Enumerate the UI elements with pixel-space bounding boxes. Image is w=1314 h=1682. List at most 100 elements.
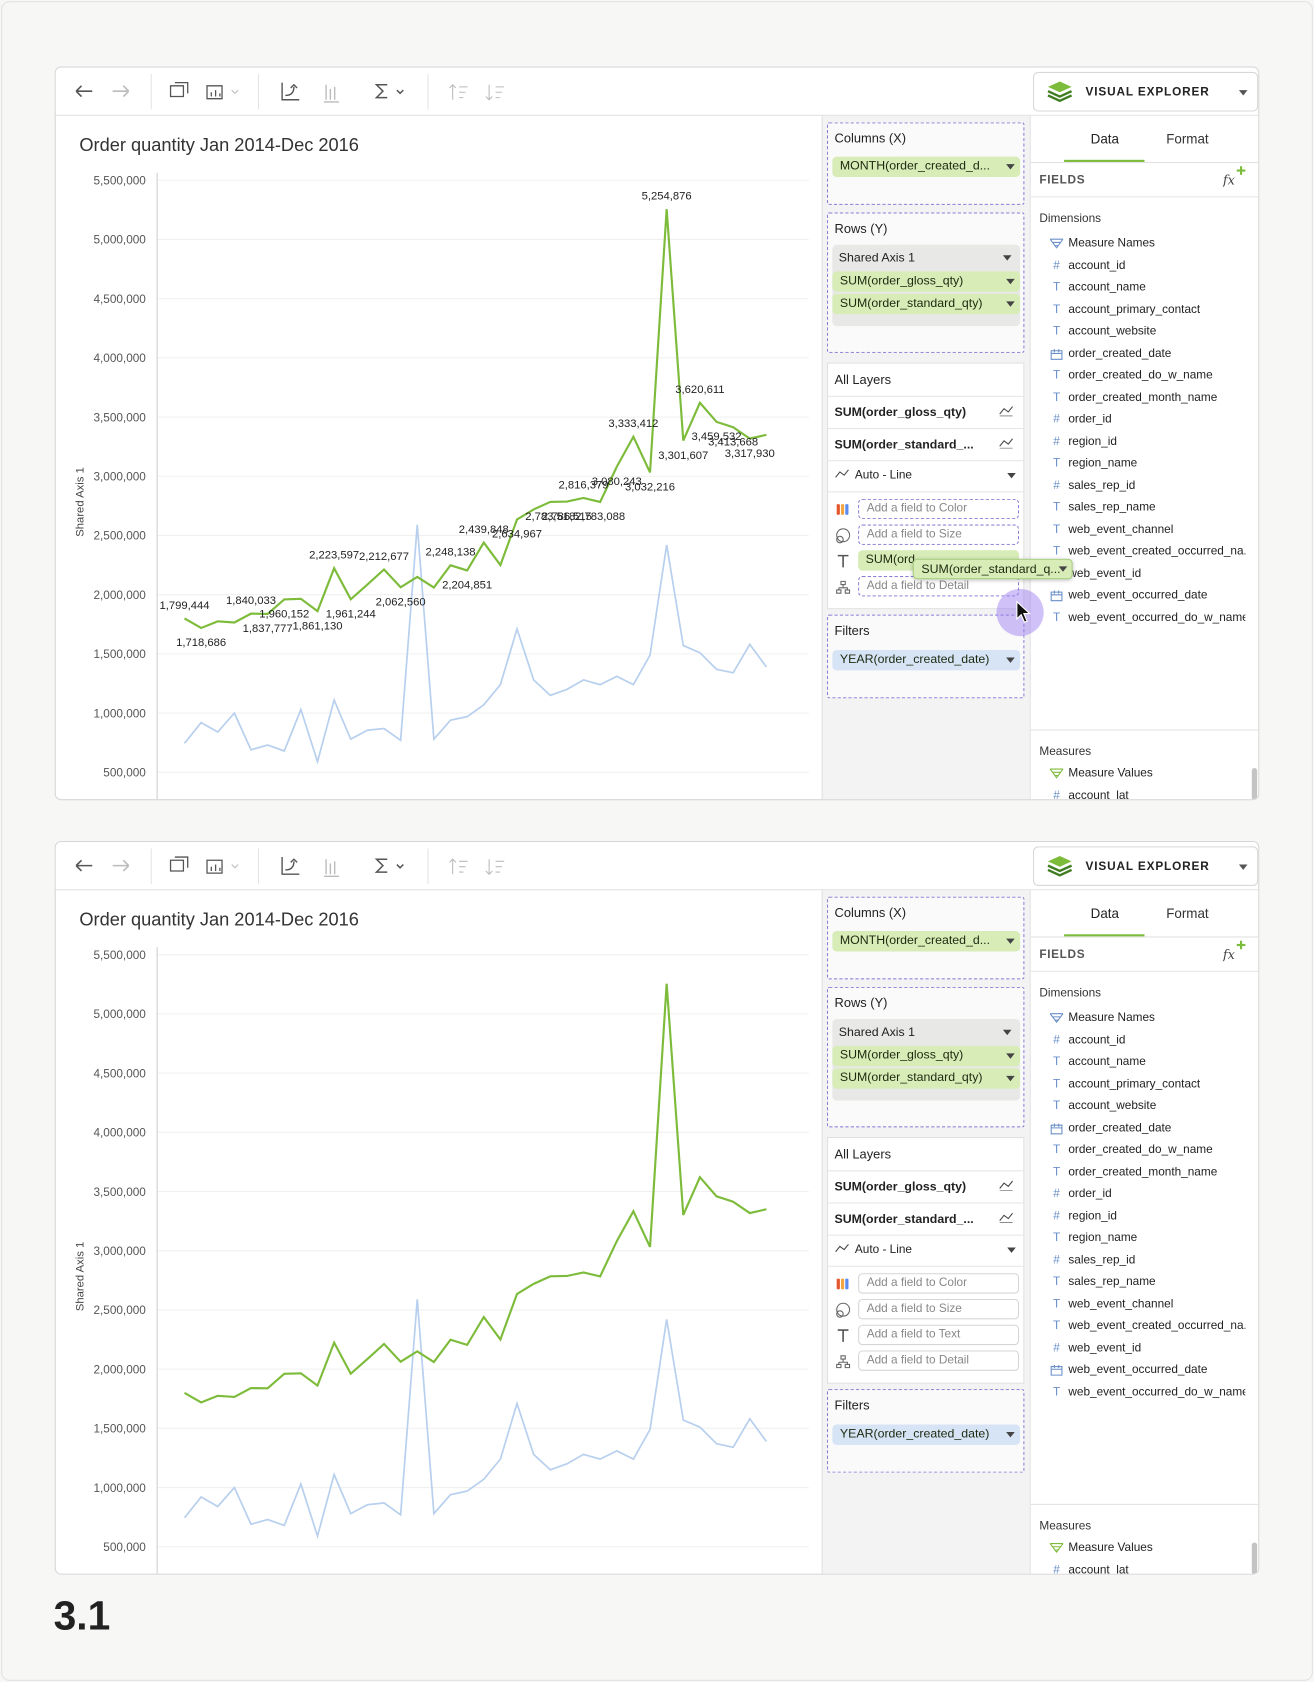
field-type-icon: T [1052, 369, 1061, 383]
field-name[interactable]: region_name [1068, 457, 1138, 471]
data-label: 1,799,444 [159, 600, 209, 612]
field-name[interactable]: Measure Names [1068, 237, 1155, 250]
field-name[interactable]: order_created_month_name [1068, 391, 1218, 405]
tab[interactable]: Format [1166, 131, 1209, 147]
tab[interactable]: Format [1166, 906, 1209, 922]
field-name[interactable]: web_event_id [1068, 567, 1142, 581]
icon [999, 438, 1014, 449]
app-switcher[interactable]: VISUAL EXPLORER [1032, 71, 1259, 112]
encoding-drop[interactable]: Add a field to Color [858, 498, 1020, 520]
filter-pill[interactable]: YEAR(order_created_date) [832, 650, 1021, 671]
tab[interactable]: Data [1090, 131, 1119, 147]
dragged-pill[interactable]: SUM(order_standard_q... [912, 558, 1073, 580]
field-name[interactable]: order_created_do_w_name [1068, 1143, 1213, 1157]
encoding-drop[interactable]: Add a field to Size [858, 524, 1020, 545]
field-name[interactable]: order_created_date [1068, 1121, 1172, 1135]
field-type-icon: # [1053, 1033, 1060, 1047]
field-name[interactable]: sales_rep_name [1068, 501, 1156, 515]
encoding-drop[interactable]: Add a field to Detail [858, 576, 1020, 597]
field-name[interactable]: account_website [1068, 325, 1157, 339]
field-name[interactable]: order_created_date [1068, 347, 1172, 361]
field-name[interactable]: account_primary_contact [1068, 303, 1201, 316]
field-name[interactable]: sales_rep_id [1068, 479, 1136, 493]
field-type-icon: T [1052, 325, 1061, 339]
rows-group-title[interactable]: Shared Axis 1 [838, 252, 915, 265]
field-name[interactable]: order_created_month_name [1068, 1165, 1218, 1179]
column-pill[interactable]: MONTH(order_created_d... [832, 931, 1021, 952]
encoding-drop[interactable]: Add a field to Detail [858, 1350, 1020, 1371]
field-name[interactable]: account_name [1068, 281, 1146, 294]
field-name[interactable]: Measure Values [1068, 766, 1153, 780]
field-type-icon: T [1052, 1165, 1061, 1179]
field-name[interactable]: account_id [1068, 1033, 1126, 1047]
field-name[interactable]: web_event_created_occurred_na... [1068, 1319, 1246, 1333]
layer-item[interactable]: SUM(order_standard_... [834, 438, 974, 452]
mark-type[interactable]: Auto - Line [854, 1243, 912, 1257]
field-type-icon: T [1052, 1385, 1061, 1399]
field-name[interactable]: account_primary_contact [1068, 1077, 1201, 1091]
field-name[interactable]: web_event_created_occurred_na... [1068, 545, 1246, 559]
layer-divider [827, 1234, 1025, 1236]
swap-icon[interactable] [281, 857, 300, 875]
add-layer-icon[interactable] [169, 81, 189, 98]
field-name[interactable]: account_website [1068, 1099, 1157, 1113]
field-name[interactable]: account_lat [1068, 1563, 1129, 1575]
encoding-drop[interactable]: Add a field to Text [858, 1324, 1020, 1346]
sum-icon[interactable] [374, 83, 388, 99]
field-name[interactable]: web_event_occurred_date [1068, 1363, 1208, 1377]
field-name[interactable]: web_event_occurred_do_w_name [1068, 1385, 1246, 1399]
field-name[interactable]: region_name [1068, 1231, 1138, 1245]
field-name[interactable]: web_event_id [1068, 1341, 1142, 1355]
field-name[interactable]: web_event_occurred_do_w_name [1068, 611, 1246, 625]
row-pill[interactable]: SUM(order_standard_qty) [832, 293, 1021, 315]
rows-group-title[interactable]: Shared Axis 1 [838, 1026, 915, 1040]
field-name[interactable]: account_name [1068, 1055, 1146, 1069]
row-pill[interactable]: SUM(order_gloss_qty) [832, 1045, 1021, 1067]
back-icon[interactable] [75, 859, 93, 872]
data-label: 3,317,930 [725, 448, 775, 460]
mark-type[interactable]: Auto - Line [854, 468, 912, 482]
sum-icon[interactable] [374, 858, 388, 873]
y-tick-label: 4,000,000 [93, 352, 146, 365]
field-name[interactable]: region_id [1068, 435, 1117, 449]
layer-item[interactable]: SUM(order_standard_... [834, 1213, 974, 1227]
field-name[interactable]: sales_rep_id [1068, 1253, 1136, 1267]
calendar-icon [1050, 1365, 1063, 1377]
field-type-icon: T [1052, 523, 1061, 537]
clear-icon[interactable] [206, 85, 223, 100]
field-name[interactable]: order_created_do_w_name [1068, 369, 1213, 383]
formula-button[interactable]: fx [1222, 947, 1235, 963]
tab[interactable]: Data [1090, 906, 1119, 922]
field-name[interactable]: web_event_channel [1068, 1297, 1174, 1311]
forward-icon[interactable] [112, 85, 130, 98]
clear-icon[interactable] [206, 859, 223, 874]
fields-header: FIELDS [1039, 173, 1086, 187]
row-pill[interactable]: SUM(order_standard_qty) [832, 1068, 1021, 1089]
app-switcher[interactable]: VISUAL EXPLORER [1032, 846, 1259, 887]
column-pill[interactable]: MONTH(order_created_d... [832, 156, 1021, 177]
field-name[interactable]: sales_rep_name [1068, 1275, 1156, 1289]
layer-item[interactable]: SUM(order_gloss_qty) [834, 406, 967, 420]
back-icon[interactable] [75, 85, 93, 98]
field-name[interactable]: Measure Names [1068, 1011, 1155, 1025]
chart-title: Order quantity Jan 2014-Dec 2016 [79, 134, 359, 155]
swap-icon[interactable] [281, 82, 300, 101]
add-layer-icon[interactable] [169, 856, 189, 872]
field-name[interactable]: Measure Values [1068, 1541, 1153, 1555]
forward-icon[interactable] [112, 859, 130, 872]
field-name[interactable]: account_id [1068, 259, 1126, 272]
icon [836, 580, 851, 594]
field-name[interactable]: account_lat [1068, 789, 1129, 801]
field-name[interactable]: web_event_occurred_date [1068, 589, 1208, 603]
formula-button[interactable]: fx [1222, 172, 1235, 188]
row-pill[interactable]: SUM(order_gloss_qty) [832, 271, 1021, 292]
field-name[interactable]: region_id [1068, 1209, 1117, 1223]
field-name[interactable]: order_id [1068, 413, 1112, 427]
filter-pill[interactable]: YEAR(order_created_date) [832, 1424, 1021, 1445]
encoding-drop[interactable]: Add a field to Size [858, 1298, 1020, 1320]
field-name[interactable]: order_id [1068, 1187, 1112, 1201]
tab-divider [1030, 161, 1259, 164]
field-name[interactable]: web_event_channel [1068, 523, 1174, 537]
layer-item[interactable]: SUM(order_gloss_qty) [834, 1180, 967, 1194]
encoding-drop[interactable]: Add a field to Color [858, 1273, 1020, 1294]
